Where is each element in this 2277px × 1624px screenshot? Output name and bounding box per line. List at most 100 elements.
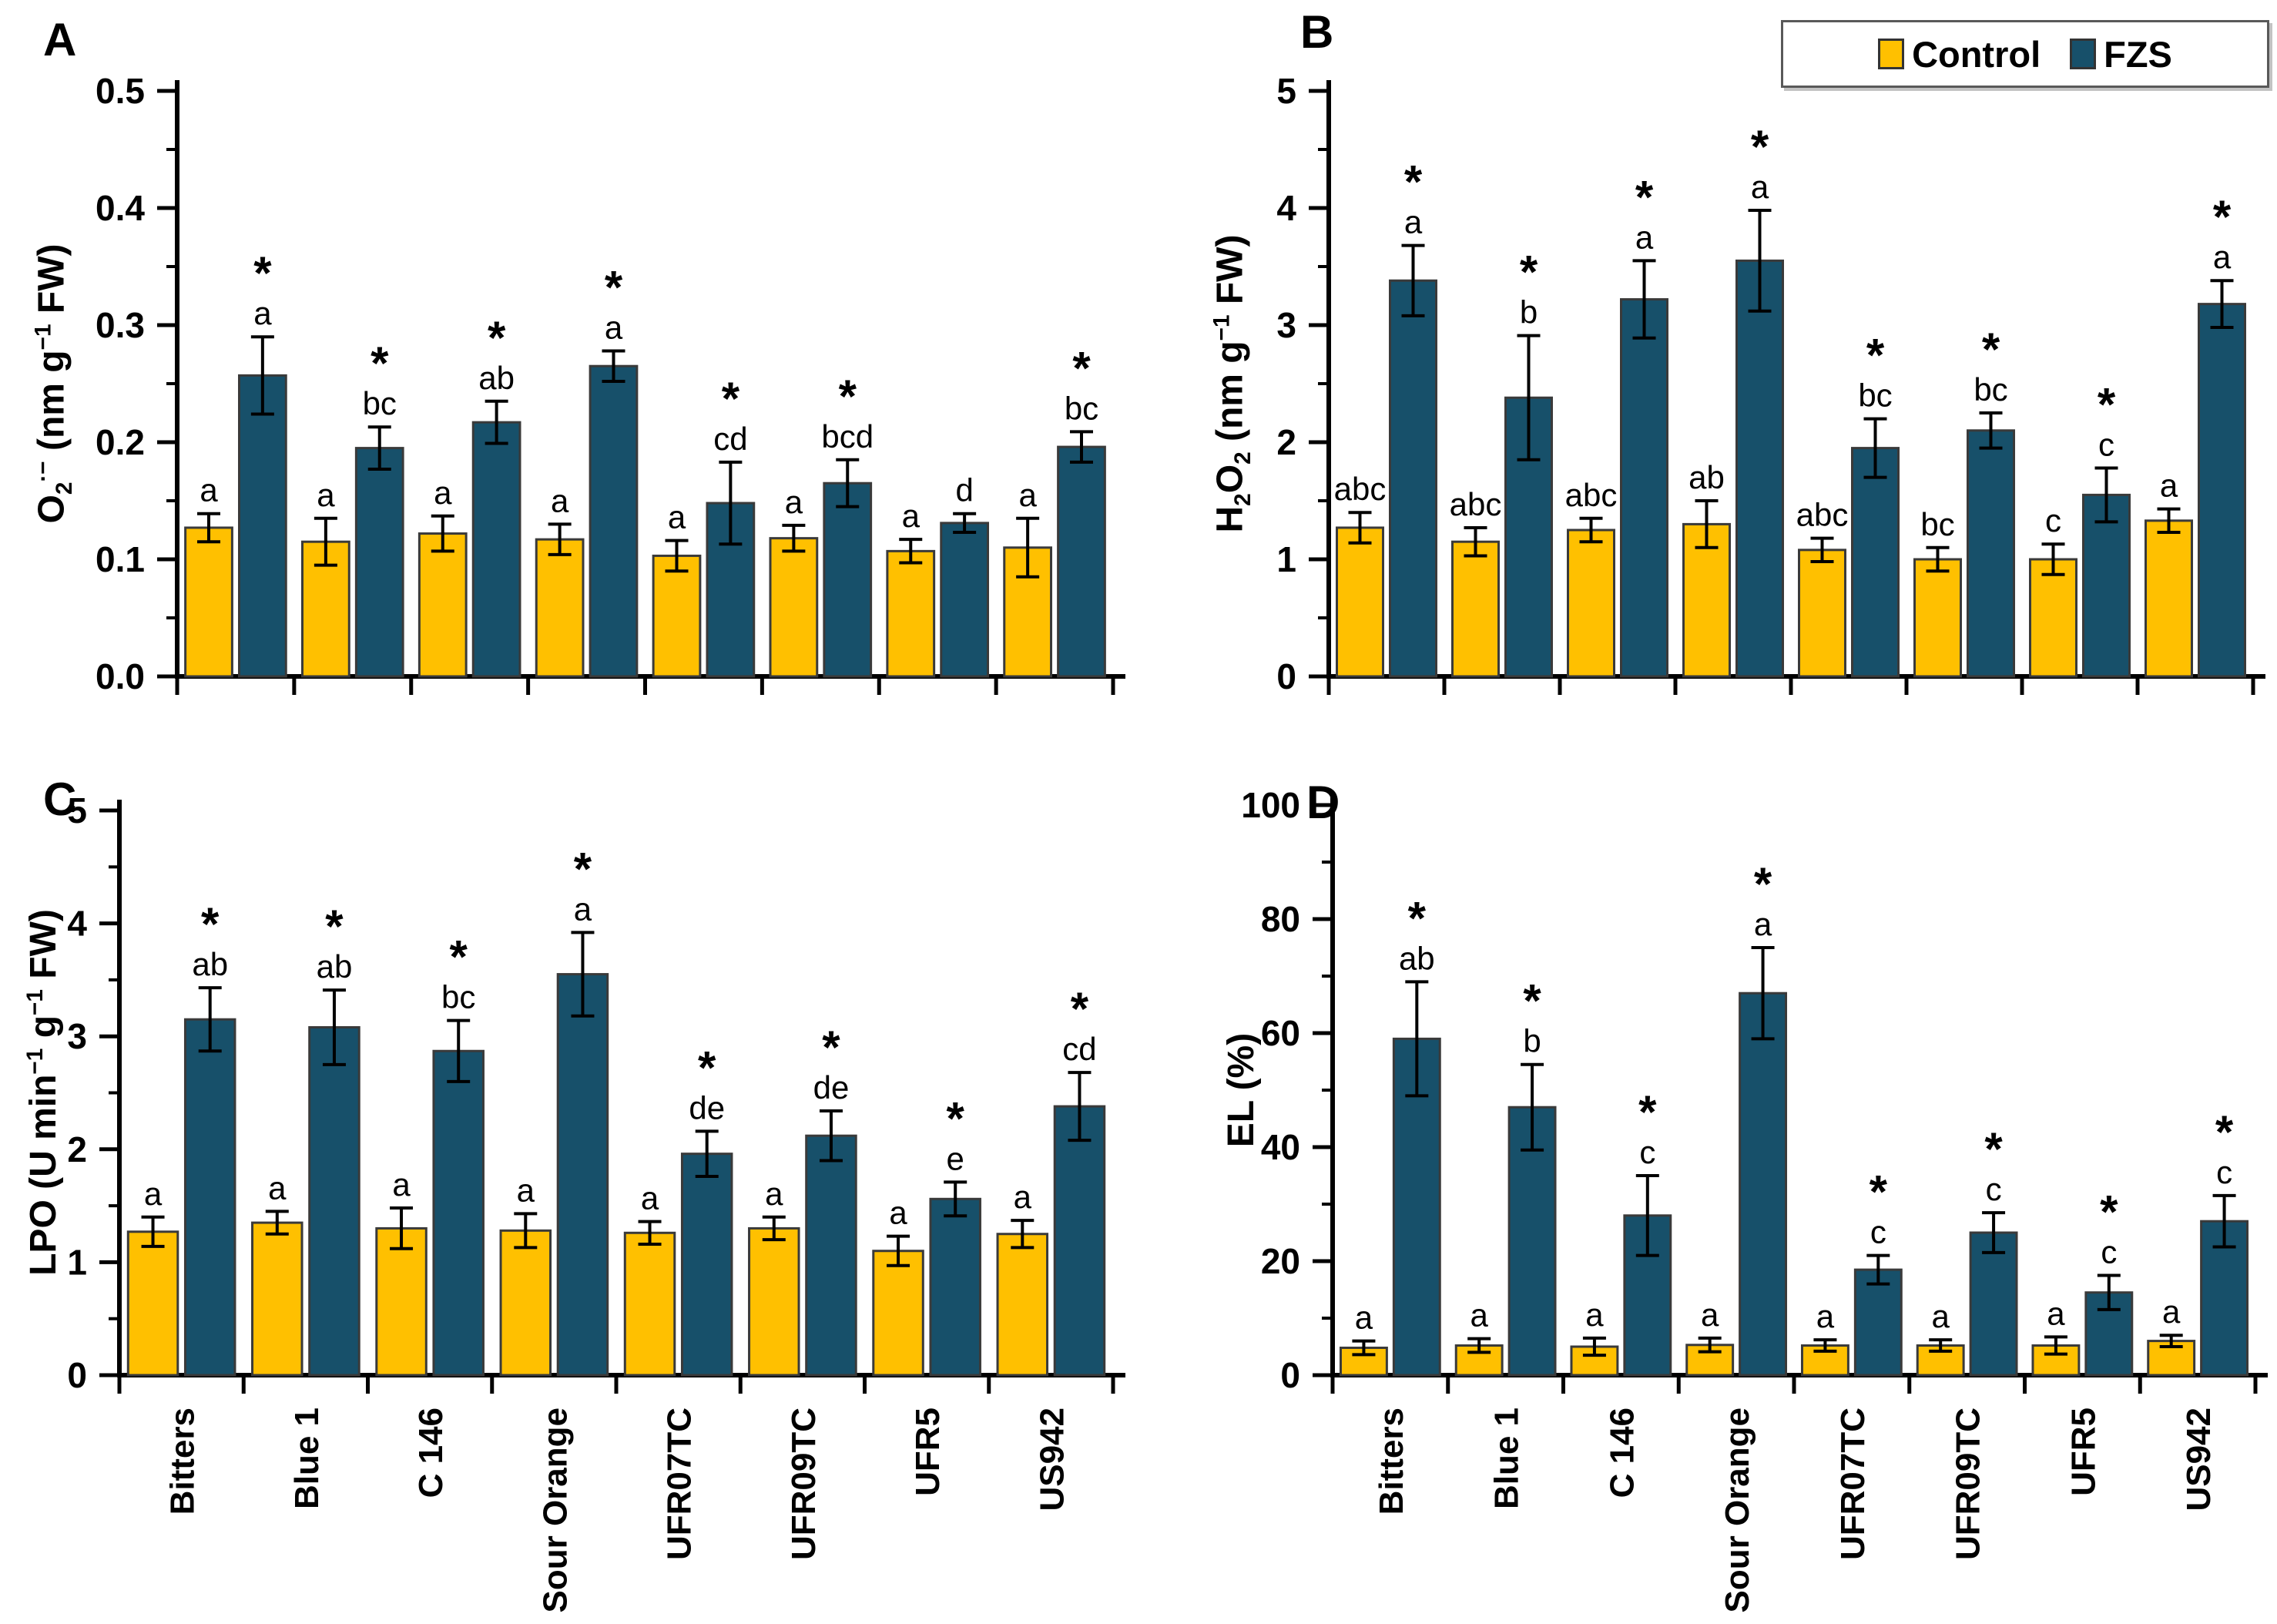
bar-control <box>418 532 468 678</box>
bar-control <box>886 549 936 678</box>
letter-label: abc <box>1796 497 1849 533</box>
y-axis-label-part: 2 <box>51 481 77 495</box>
y-axis-label-part: (nm g <box>1209 341 1251 452</box>
letter-label: c <box>1986 1171 2002 1207</box>
bar-control <box>1798 549 1846 678</box>
letter-label: a <box>1701 1297 1719 1333</box>
letter-label: b <box>1520 294 1538 331</box>
bar-fzs <box>940 522 989 678</box>
significance-asterisk: * <box>2100 1186 2118 1238</box>
legend-swatch-fzs-icon <box>2070 39 2097 69</box>
significance-asterisk: * <box>1754 858 1772 910</box>
letter-label: bc <box>441 979 475 1015</box>
x-category-label: UFR5 <box>909 1408 947 1496</box>
y-tick-label: 4 <box>67 904 87 944</box>
bar-control <box>1913 558 1962 678</box>
letter-label: abc <box>1565 477 1618 513</box>
significance-asterisk: * <box>1984 1123 2003 1175</box>
letter-label: a <box>889 1195 907 1231</box>
bar-fzs <box>1851 447 1900 678</box>
significance-asterisk: * <box>698 1042 716 1093</box>
legend-item-fzs: FZS <box>2070 33 2172 75</box>
bar-control <box>535 538 585 678</box>
y-tick-label: 5 <box>67 790 87 830</box>
y-axis-label-d: EL (%) <box>1221 1033 1262 1147</box>
bar-control <box>2029 558 2077 678</box>
x-category-label: US942 <box>2180 1408 2218 1512</box>
bar-control <box>996 1233 1049 1377</box>
bar-control <box>1451 540 1500 678</box>
letter-label: a <box>668 499 686 535</box>
letter-label: a <box>517 1172 535 1208</box>
letter-label: a <box>2160 468 2178 504</box>
letter-label: c <box>2098 426 2114 462</box>
y-tick-label: 0 <box>1280 1355 1300 1395</box>
bar-fzs <box>1853 1268 1903 1377</box>
bar-control <box>769 537 819 678</box>
letter-label: c <box>2045 502 2061 539</box>
letter-label: bc <box>1974 371 2007 408</box>
panel-label-c: C <box>43 773 77 825</box>
letter-label: cd <box>713 421 747 457</box>
letter-label: ab <box>192 946 228 982</box>
letter-label: ab <box>478 360 515 396</box>
letter-label: a <box>785 484 803 520</box>
significance-asterisk: * <box>1072 342 1091 394</box>
letter-label: c <box>2216 1154 2232 1190</box>
significance-asterisk: * <box>2098 378 2116 430</box>
significance-asterisk: * <box>2215 1106 2234 1158</box>
bar-fzs <box>1057 445 1106 678</box>
bar-fzs <box>1969 1231 2018 1377</box>
letter-label: cd <box>1062 1031 1096 1067</box>
x-category-label: Sour Orange <box>536 1408 574 1613</box>
y-axis-label-part: −1 <box>30 324 56 351</box>
significance-asterisk: * <box>201 898 220 950</box>
y-axis-label-part: FW) <box>31 243 72 324</box>
legend: Control FZS <box>1781 20 2269 88</box>
bar-fzs <box>929 1197 981 1377</box>
letter-label: a <box>605 309 623 345</box>
letter-label: c <box>1870 1214 1886 1250</box>
bar-fzs <box>556 973 609 1377</box>
y-axis-label-part: g <box>23 1015 64 1049</box>
letter-label: a <box>765 1176 783 1212</box>
bar-fzs <box>589 364 639 678</box>
y-axis-label-part: 2 <box>1229 451 1256 465</box>
bar-control <box>126 1230 179 1377</box>
bar-control <box>251 1221 303 1377</box>
letter-label: a <box>434 475 452 511</box>
letter-label: a <box>253 295 272 331</box>
x-category-label: Blue 1 <box>1488 1408 1526 1509</box>
letter-label: a <box>641 1180 659 1216</box>
y-tick-label: 80 <box>1261 899 1300 939</box>
significance-asterisk: * <box>1071 983 1089 1035</box>
x-category-label: C 146 <box>1603 1408 1641 1498</box>
y-tick-label: 60 <box>1261 1013 1300 1053</box>
y-tick-label: 0 <box>67 1355 87 1395</box>
x-category-label: UFR5 <box>2064 1408 2102 1496</box>
y-tick-label: 3 <box>1276 305 1296 345</box>
y-axis-label-part: LPO (U min <box>23 1074 64 1276</box>
letter-label: a <box>1754 906 1772 942</box>
bar-fzs <box>183 1018 236 1377</box>
y-tick-label: 0.0 <box>96 656 145 696</box>
y-axis-label-part: −1 <box>22 1048 48 1075</box>
bar-control <box>623 1231 676 1377</box>
significance-asterisk: * <box>1751 121 1769 173</box>
bar-fzs <box>1967 429 2015 678</box>
letter-label: a <box>1014 1179 1032 1215</box>
x-category-label: UFR07TC <box>661 1408 699 1560</box>
significance-asterisk: * <box>1638 1086 1657 1138</box>
y-tick-label: 0.2 <box>96 422 145 462</box>
significance-asterisk: * <box>605 261 623 313</box>
y-tick-label: 2 <box>1276 422 1296 462</box>
letter-label: ab <box>1399 940 1435 976</box>
letter-label: ab <box>317 948 353 985</box>
significance-asterisk: * <box>450 931 468 983</box>
y-axis-label-part: 2 <box>1229 493 1256 506</box>
bar-control <box>748 1226 800 1377</box>
letter-label: e <box>947 1140 964 1176</box>
letter-label: a <box>200 472 218 508</box>
bar-control <box>375 1226 428 1377</box>
